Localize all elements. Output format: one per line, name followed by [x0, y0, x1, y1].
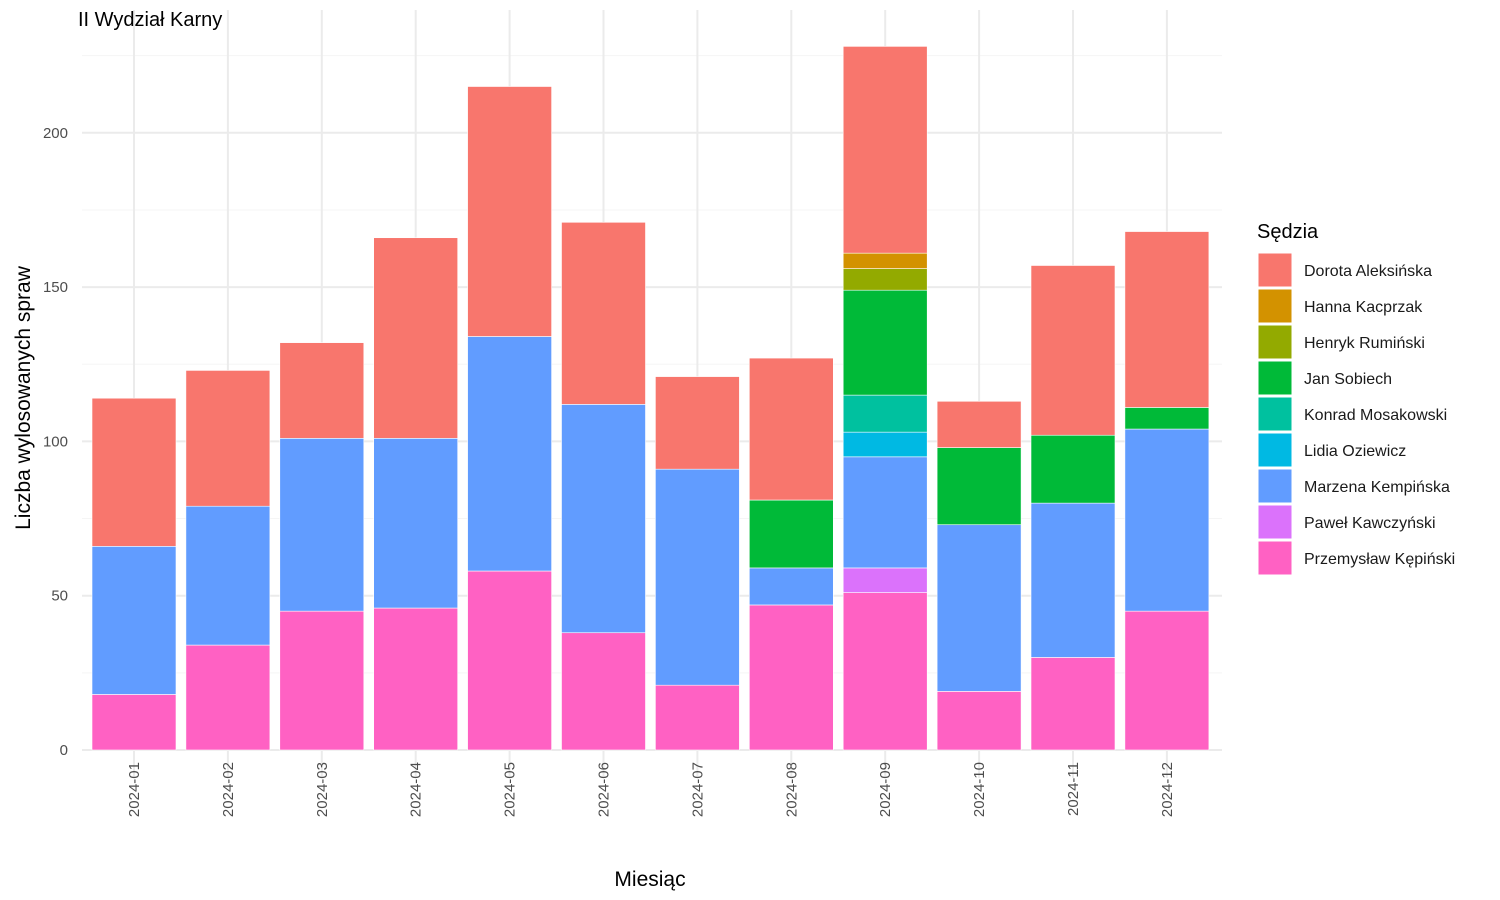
legend-label: Lidia Oziewicz — [1304, 443, 1406, 460]
bar-segment — [185, 370, 271, 507]
bar-segment — [842, 431, 928, 458]
x-axis-title: Miesiąc — [614, 868, 685, 891]
bar-segment — [936, 691, 1022, 751]
bar-segment — [842, 592, 928, 751]
x-tick-label: 2024-01 — [126, 762, 143, 817]
bar-segment — [1030, 657, 1116, 751]
bar-segment — [842, 268, 928, 291]
bar-segment — [936, 400, 1022, 448]
bar-segment — [1030, 265, 1116, 436]
legend-label: Konrad Mosakowski — [1304, 407, 1447, 424]
bar-segment — [279, 342, 365, 439]
bar-segment — [748, 567, 834, 606]
legend-key — [1257, 504, 1293, 540]
bar-segment — [842, 567, 928, 593]
x-tick-label: 2024-07 — [689, 762, 706, 817]
bar-segment — [1124, 407, 1210, 430]
bar-segment — [91, 397, 177, 547]
bar-segment — [936, 447, 1022, 526]
bar-segment — [842, 46, 928, 254]
bar-segment — [1030, 502, 1116, 658]
x-tick-label: 2024-12 — [1159, 762, 1176, 817]
x-tick-label: 2024-11 — [1065, 762, 1082, 816]
bar-segment — [279, 610, 365, 751]
legend-label: Paweł Kawczyński — [1304, 515, 1436, 532]
bar-segment — [373, 237, 459, 439]
y-tick-label: 100 — [43, 433, 68, 450]
legend-label: Hanna Kacprzak — [1304, 299, 1423, 316]
bar-segment — [748, 499, 834, 569]
x-axis: 2024-01 2024-02 2024-03 2024-04 2024-05 2024-… — [126, 762, 1176, 817]
legend-key — [1257, 288, 1293, 324]
x-tick-label: 2024-05 — [502, 762, 519, 817]
bar-segment — [561, 632, 646, 751]
bar-segment — [655, 468, 740, 686]
bar-segment — [936, 524, 1022, 692]
bar-segment — [373, 438, 459, 609]
bar-segment — [655, 376, 740, 470]
chart-title: II Wydział Karny — [78, 9, 222, 31]
y-axis: 0 50 100 150 200 — [43, 125, 68, 759]
bar-segment — [91, 694, 177, 751]
legend-key — [1257, 432, 1293, 468]
legend-key — [1257, 468, 1293, 504]
bar-segment — [1124, 610, 1210, 751]
bar-segment — [842, 394, 928, 433]
x-tick-label: 2024-10 — [971, 762, 988, 817]
bar-segment — [561, 221, 646, 405]
y-tick-label: 0 — [60, 742, 68, 759]
legend-key — [1257, 396, 1293, 432]
legend-key — [1257, 252, 1293, 288]
legend-label: Henryk Rumiński — [1304, 335, 1425, 352]
bar-segment — [467, 336, 552, 572]
x-tick-label: 2024-08 — [783, 762, 800, 817]
y-axis-title: Liczba wylosowanych spraw — [12, 265, 35, 530]
x-tick-label: 2024-03 — [314, 762, 331, 817]
bar-segment — [373, 607, 459, 751]
legend-key — [1257, 540, 1293, 576]
bar-segment — [185, 505, 271, 646]
bar-segment — [842, 456, 928, 569]
legend-label: Dorota Aleksińska — [1304, 263, 1432, 280]
legend-label: Marzena Kempińska — [1304, 479, 1450, 496]
x-tick-label: 2024-02 — [220, 762, 237, 817]
bar-segment — [1124, 231, 1210, 408]
legend-label: Jan Sobiech — [1304, 371, 1392, 388]
bar-segment — [561, 404, 646, 634]
legend-key — [1257, 360, 1293, 396]
legend-label: Przemysław Kępiński — [1304, 551, 1455, 568]
bar-segment — [467, 86, 552, 337]
x-tick-label: 2024-06 — [596, 762, 613, 817]
bar-segment — [655, 684, 740, 751]
bar-segment — [467, 570, 552, 751]
bar-segment — [842, 252, 928, 269]
bar-segment — [1124, 428, 1210, 612]
bar-segment — [1030, 434, 1116, 504]
x-tick-label: 2024-09 — [877, 762, 894, 817]
bars — [91, 46, 1210, 751]
bar-segment — [748, 357, 834, 501]
x-tick-label: 2024-04 — [408, 762, 425, 817]
legend-key — [1257, 324, 1293, 360]
legend: Sędzia Dorota Aleksińska Hanna Kacprzak He… — [1257, 221, 1455, 576]
y-tick-label: 200 — [43, 125, 68, 142]
legend-title: Sędzia — [1257, 221, 1319, 243]
y-tick-label: 150 — [43, 279, 68, 296]
bar-segment — [279, 438, 365, 612]
bar-segment — [185, 644, 271, 751]
bar-segment — [748, 604, 834, 751]
y-tick-label: 50 — [51, 588, 68, 605]
bar-segment — [91, 546, 177, 695]
bar-segment — [842, 289, 928, 396]
